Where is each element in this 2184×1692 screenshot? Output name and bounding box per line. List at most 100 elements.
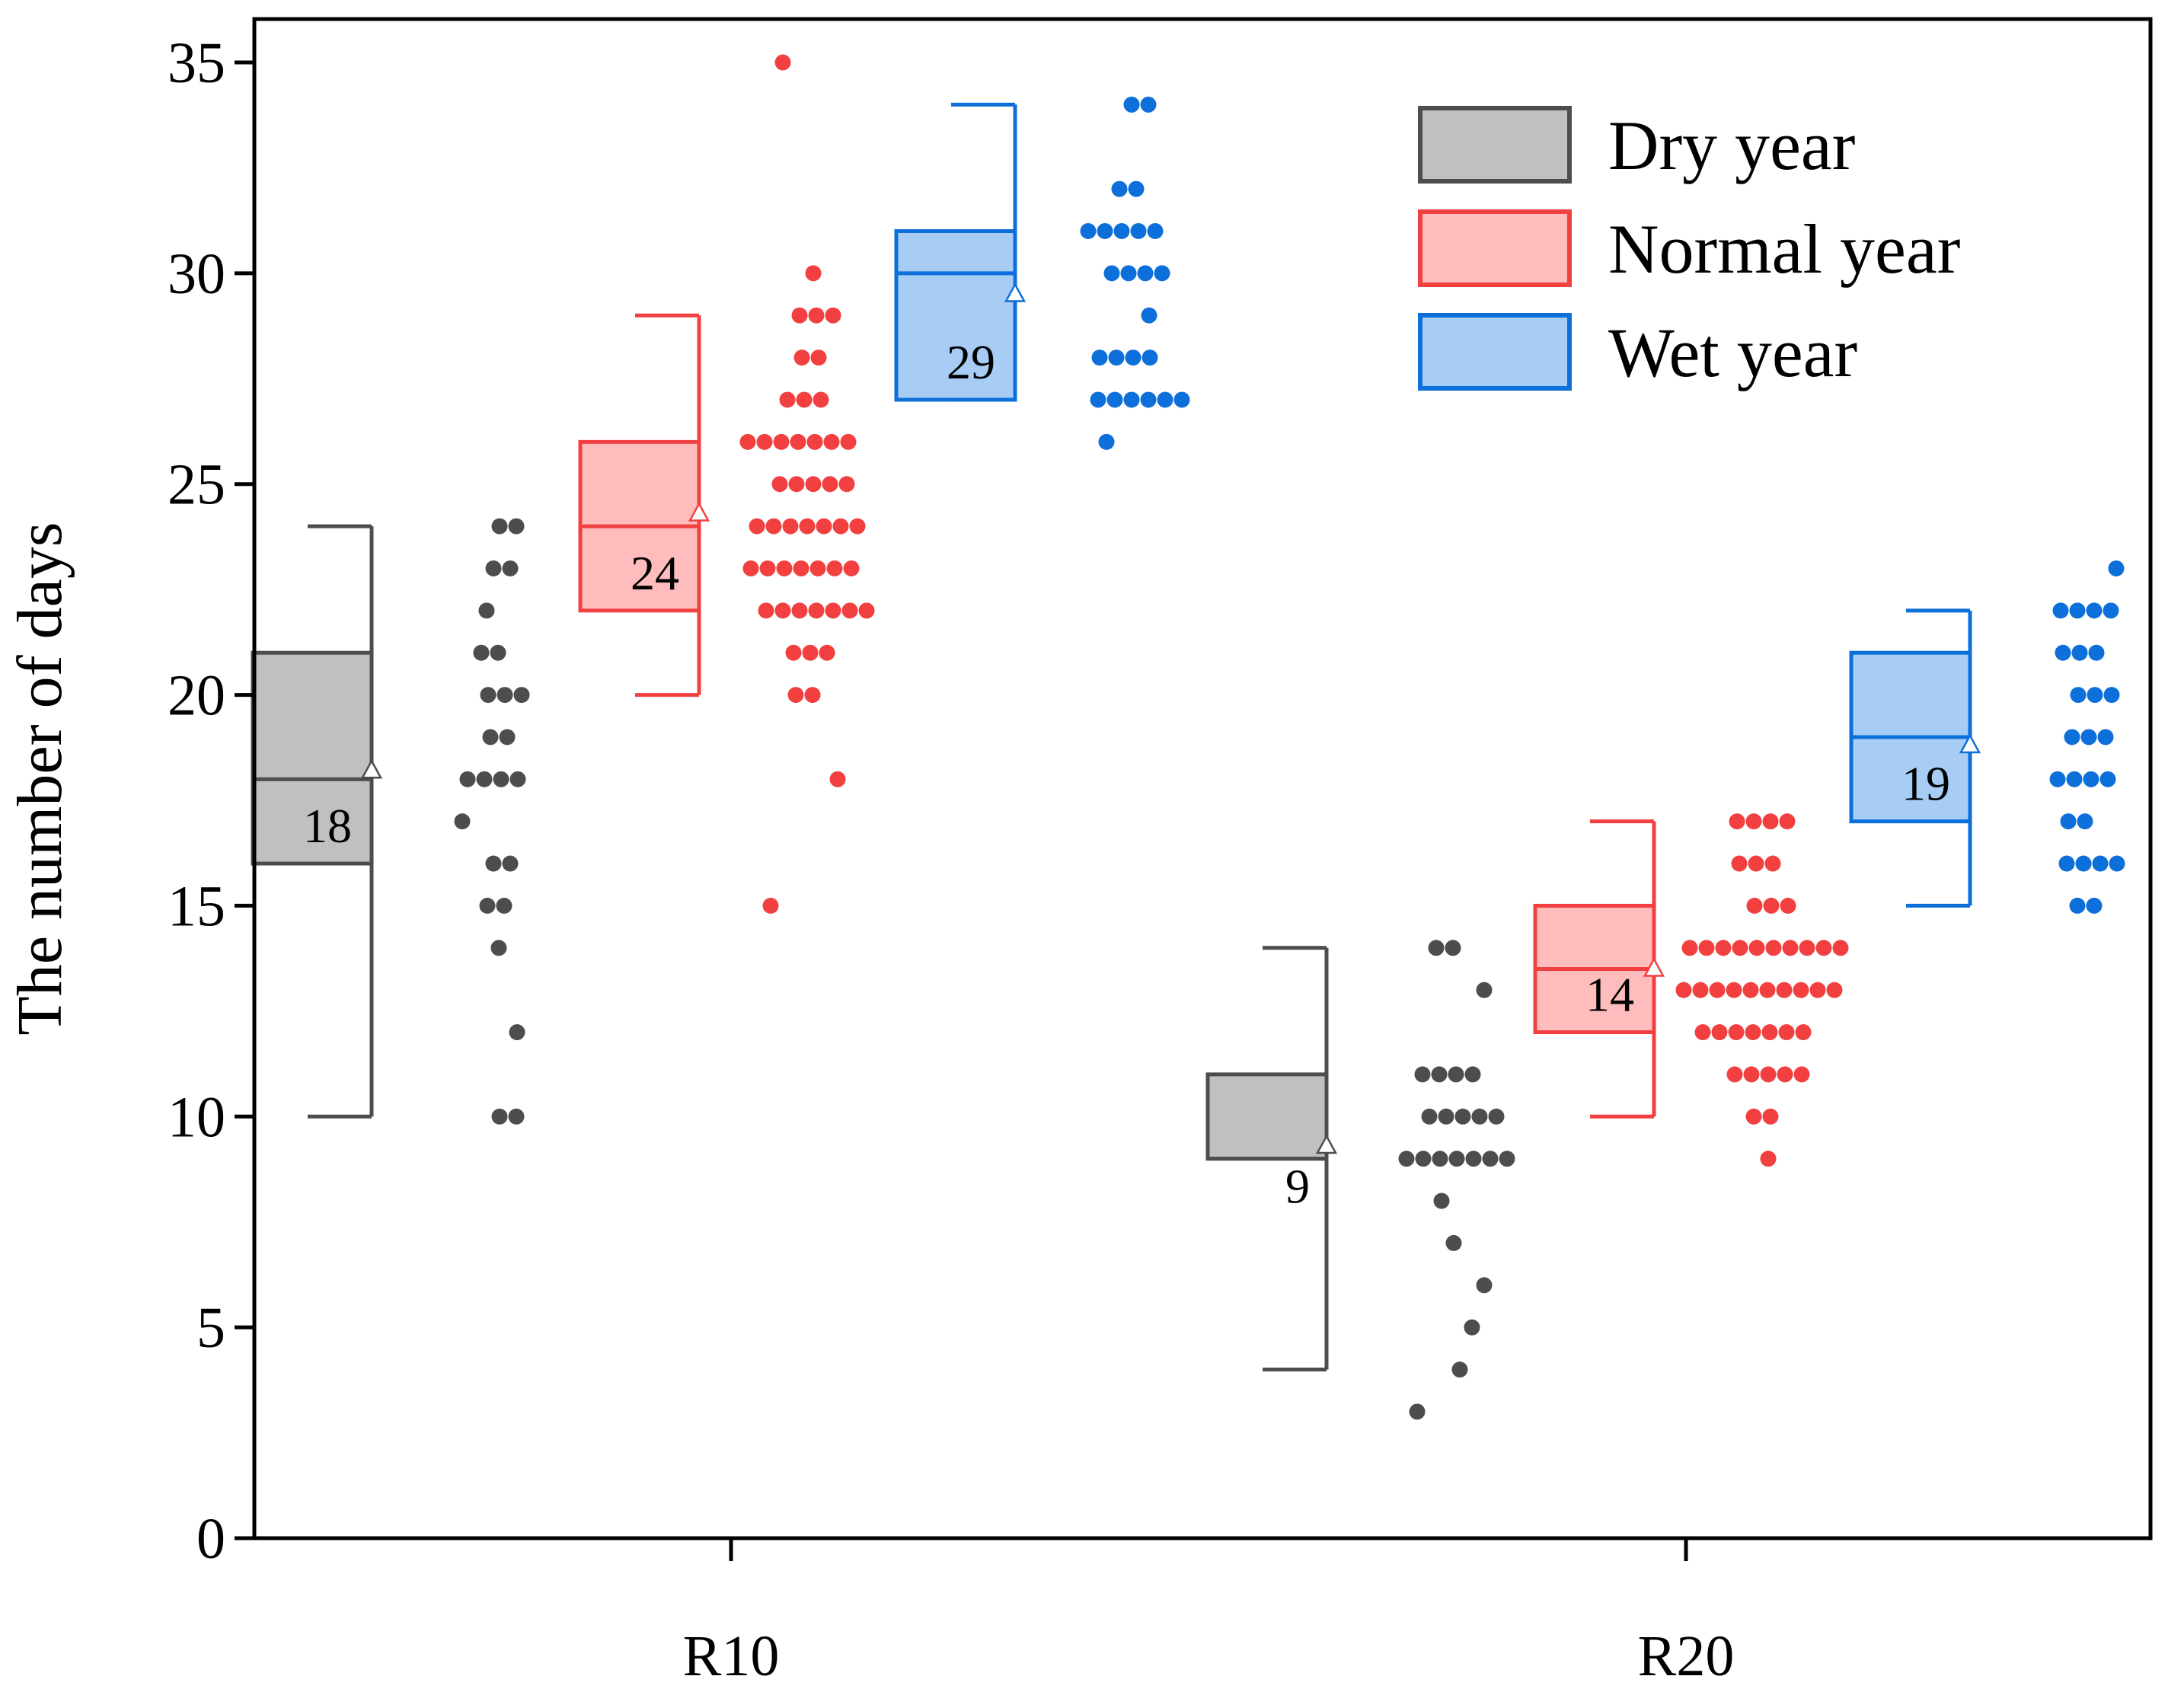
data-point — [2055, 644, 2071, 661]
data-point — [1140, 96, 1157, 113]
data-point — [1448, 1066, 1464, 1083]
data-point — [1154, 265, 1170, 282]
data-point — [1141, 307, 1157, 324]
data-point — [491, 518, 508, 535]
data-point — [802, 644, 819, 661]
data-point — [773, 433, 790, 450]
data-point — [779, 391, 796, 408]
data-point — [843, 560, 860, 576]
data-point — [2049, 771, 2066, 787]
data-point — [826, 560, 843, 576]
data-point — [825, 307, 841, 324]
data-point — [1731, 855, 1748, 872]
plot-frame — [252, 17, 2153, 1540]
data-point — [1793, 982, 1809, 998]
data-point — [2058, 855, 2075, 872]
data-point — [508, 1108, 525, 1125]
data-point — [1409, 1403, 1426, 1420]
data-point — [1799, 940, 1815, 956]
y-tick-label: 25 — [168, 453, 225, 517]
data-point — [1760, 1151, 1777, 1167]
data-point — [491, 1108, 508, 1125]
data-point — [479, 897, 496, 914]
data-point — [1173, 391, 1190, 408]
data-point — [1726, 982, 1742, 998]
box-wet-year-r20: 19 — [1849, 608, 1981, 908]
y-axis-title: The number of days — [5, 522, 75, 1035]
data-point — [832, 518, 849, 535]
data-point — [1157, 391, 1173, 408]
data-point — [1729, 813, 1745, 830]
data-point — [1103, 265, 1120, 282]
data-point — [485, 855, 502, 872]
data-point — [787, 687, 804, 704]
box-dry-year-r20: 9 — [1205, 946, 1338, 1372]
data-point — [1815, 940, 1832, 956]
legend-swatch — [1418, 313, 1572, 391]
data-point — [1476, 1277, 1493, 1294]
data-point — [774, 54, 791, 71]
data-point — [1090, 391, 1106, 408]
data-point — [1743, 1066, 1760, 1083]
data-point — [485, 560, 502, 576]
y-tick-label: 0 — [196, 1507, 225, 1571]
data-point — [1728, 1024, 1745, 1041]
data-point — [782, 518, 799, 535]
data-point — [1762, 1108, 1779, 1125]
data-point — [1726, 1066, 1743, 1083]
data-point — [823, 433, 840, 450]
data-point — [810, 350, 827, 366]
data-point — [1432, 1151, 1448, 1167]
data-point — [793, 560, 809, 576]
data-point — [841, 602, 858, 619]
data-point — [1776, 982, 1793, 998]
data-point — [499, 729, 516, 745]
data-point — [822, 476, 838, 493]
y-tick-label: 30 — [168, 242, 225, 306]
box-value-label: 18 — [303, 799, 352, 853]
data-point — [2080, 729, 2097, 745]
data-point — [482, 729, 499, 745]
data-point — [808, 602, 825, 619]
data-point — [1675, 982, 1692, 998]
legend-swatch — [1418, 209, 1572, 287]
data-point — [1681, 940, 1698, 956]
data-point — [1715, 940, 1732, 956]
data-point — [1795, 1024, 1812, 1041]
data-point — [1782, 940, 1799, 956]
data-point — [1106, 391, 1123, 408]
data-point — [1748, 855, 1764, 872]
data-point — [825, 602, 841, 619]
data-point — [493, 771, 509, 787]
box-dry-year-r10: 18 — [251, 524, 383, 1119]
data-point — [1464, 1319, 1480, 1336]
data-point — [2109, 855, 2125, 872]
data-point — [2088, 644, 2105, 661]
x-tick-label-r20: R20 — [1638, 1624, 1735, 1688]
data-point — [1091, 350, 1108, 366]
data-point — [2069, 897, 2086, 914]
data-point — [759, 560, 776, 576]
mean-marker — [1959, 733, 1981, 754]
data-point — [1415, 1151, 1432, 1167]
box-rect — [251, 650, 374, 866]
mean-marker — [1315, 1134, 1338, 1154]
data-point — [1760, 1066, 1777, 1083]
data-point — [840, 433, 857, 450]
data-point — [2087, 687, 2103, 704]
data-point — [758, 602, 774, 619]
data-point — [838, 476, 855, 493]
data-point — [1465, 1151, 1482, 1167]
box-value-label: 19 — [1901, 757, 1950, 811]
data-point — [2092, 855, 2109, 872]
data-point — [1742, 982, 1759, 998]
data-point — [1128, 180, 1145, 197]
data-point — [1080, 222, 1097, 239]
x-axis: R10 R20 — [683, 1538, 1735, 1688]
legend-item-normal-year: Normal year — [1418, 209, 1960, 288]
data-point — [1137, 265, 1154, 282]
data-point — [1108, 350, 1125, 366]
data-point — [1428, 940, 1445, 956]
data-point — [1748, 940, 1765, 956]
